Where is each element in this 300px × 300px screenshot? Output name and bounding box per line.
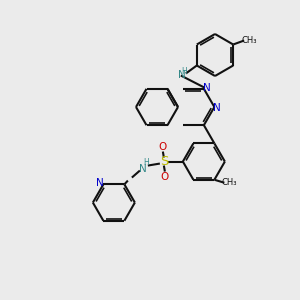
Text: CH₃: CH₃ [242,36,257,45]
Text: N: N [178,70,186,80]
Text: N: N [214,103,221,113]
Text: N: N [97,178,104,188]
Text: N: N [203,83,211,93]
Text: O: O [161,172,169,182]
Text: N: N [139,164,147,174]
Text: H: H [181,67,187,76]
Text: CH₃: CH₃ [222,178,237,187]
Text: H: H [143,158,149,167]
Text: S: S [160,155,168,168]
Text: O: O [159,142,167,152]
